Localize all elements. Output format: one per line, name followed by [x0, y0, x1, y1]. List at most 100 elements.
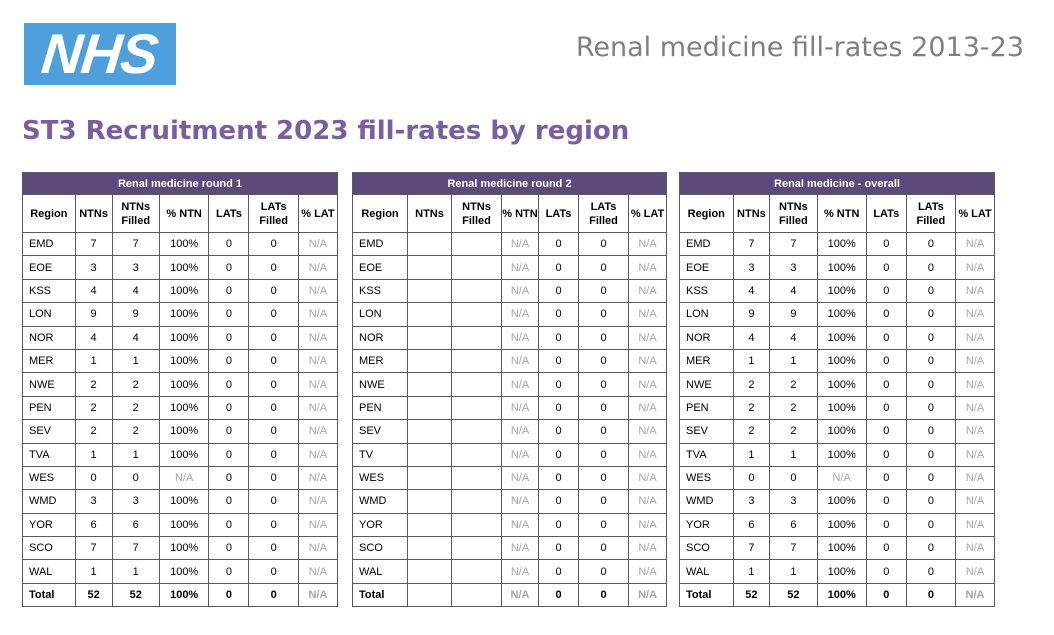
table-cell: 0 [538, 489, 579, 514]
column-header: NTNs Filled [451, 194, 502, 233]
table-cell: 0 [208, 442, 250, 467]
table-row: KSS N/A 0 0 N/A [352, 278, 668, 304]
table-cell: 0 [538, 536, 579, 561]
table-cell: N/A [955, 442, 995, 467]
table-cell: 100% [158, 419, 210, 444]
table-cell: N/A [955, 278, 995, 304]
region-cell: NOR [679, 325, 734, 350]
table-cell: 100% [816, 348, 867, 374]
table-cell: 1 [74, 559, 113, 584]
table-cell: 0 [248, 348, 299, 374]
region-cell: SCO [679, 536, 734, 561]
table-cell: N/A [955, 372, 995, 397]
region-cell: SEV [22, 419, 76, 444]
table-cell: N/A [816, 465, 867, 491]
table-cell: 7 [111, 231, 160, 257]
table-cell: 7 [74, 536, 113, 561]
table-cell: 1 [769, 559, 818, 584]
table-row: SEV 2 2 100% 0 0 N/A [679, 419, 995, 444]
table-cell: 2 [74, 419, 113, 444]
table-cell: 52 [74, 582, 113, 608]
table-cell: 9 [769, 302, 818, 327]
table-cell: 0 [578, 559, 629, 584]
nhs-logo-text: NHS [39, 22, 161, 85]
table-cell: N/A [297, 512, 339, 538]
table-cell: 0 [905, 512, 957, 538]
table-cell: N/A [501, 559, 539, 584]
table-cell: 9 [111, 302, 160, 327]
table-cell: N/A [501, 302, 539, 327]
region-cell: EMD [22, 231, 76, 257]
table-cell: 6 [732, 512, 771, 538]
table-cell: 0 [538, 278, 579, 304]
table-cell: 0 [538, 302, 579, 327]
table-row: LON 9 9 100% 0 0 N/A [679, 302, 995, 327]
table-cell: 0 [208, 419, 250, 444]
table-cell [407, 302, 452, 327]
table-cell [451, 559, 502, 584]
column-header: % NTN [501, 194, 539, 233]
table-cell: 100% [158, 231, 210, 257]
table-cell [451, 512, 502, 538]
table-cell: 100% [816, 419, 867, 444]
column-header: NTNs [407, 194, 452, 233]
region-cell: WAL [352, 559, 408, 584]
table-cell [407, 395, 452, 421]
table-cell: 100% [816, 278, 867, 304]
table-row: WAL N/A 0 0 N/A [352, 559, 668, 584]
table-row: WMD 3 3 100% 0 0 N/A [679, 489, 995, 514]
table-cell: 0 [865, 255, 907, 280]
table-row: SCO 7 7 100% 0 0 N/A [679, 536, 995, 561]
table-cell: 100% [816, 325, 867, 350]
table-title: Renal medicine - overall [679, 172, 995, 195]
table-cell: 0 [208, 231, 250, 257]
table-cell: 0 [865, 278, 907, 304]
table-cell [407, 372, 452, 397]
table-cell: 0 [905, 302, 957, 327]
table-cell: 0 [248, 231, 299, 257]
table-cell: 0 [905, 255, 957, 280]
table-row: SCO 7 7 100% 0 0 N/A [22, 536, 339, 561]
table-cell [407, 278, 452, 304]
table-row: PEN 2 2 100% 0 0 N/A [22, 395, 339, 421]
table-cell: 6 [769, 512, 818, 538]
region-cell: NWE [352, 372, 408, 397]
region-cell: LON [352, 302, 408, 327]
table-cell: 0 [865, 231, 907, 257]
table-cell [407, 325, 452, 350]
table-cell: N/A [297, 325, 339, 350]
table-cell: 1 [111, 442, 160, 467]
table-cell: 100% [158, 582, 210, 608]
region-cell: WMD [679, 489, 734, 514]
table-cell: 0 [865, 348, 907, 374]
table-row: EOE N/A 0 0 N/A [352, 255, 668, 280]
table-cell: 0 [865, 395, 907, 421]
region-cell: EOE [679, 255, 734, 280]
table-cell: 0 [248, 559, 299, 584]
table-cell [451, 278, 502, 304]
table-cell: 1 [111, 348, 160, 374]
table-cell: 1 [111, 559, 160, 584]
column-header: % LAT [955, 194, 995, 233]
table-cell: 2 [732, 372, 771, 397]
table-cell: N/A [627, 465, 668, 491]
table-cell: 9 [74, 302, 113, 327]
table-cell: N/A [501, 582, 539, 608]
table-cell: 7 [769, 231, 818, 257]
table-cell: 0 [578, 536, 629, 561]
table-cell: 0 [578, 442, 629, 467]
table-cell: N/A [501, 278, 539, 304]
table-cell: 6 [74, 512, 113, 538]
table-row: EOE 3 3 100% 0 0 N/A [679, 255, 995, 280]
table-cell: N/A [955, 348, 995, 374]
table-cell [407, 465, 452, 491]
column-header: LATs Filled [248, 194, 299, 233]
table-cell: N/A [627, 582, 668, 608]
table-cell [451, 231, 502, 257]
table-cell: 4 [732, 278, 771, 304]
overall-table: Renal medicine - overall Region NTNs NTNs F… [679, 172, 995, 608]
table-row: SEV N/A 0 0 N/A [352, 419, 668, 444]
table-cell: 0 [248, 302, 299, 327]
table-cell: 2 [769, 395, 818, 421]
table-cell: 0 [208, 302, 250, 327]
